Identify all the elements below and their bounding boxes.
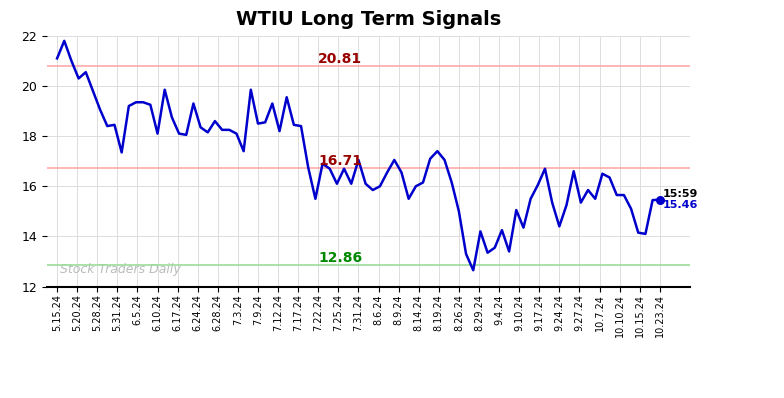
Point	[654, 197, 666, 203]
Text: 15.46: 15.46	[662, 200, 699, 210]
Title: WTIU Long Term Signals: WTIU Long Term Signals	[236, 10, 501, 29]
Text: Stock Traders Daily: Stock Traders Daily	[60, 263, 180, 275]
Text: 20.81: 20.81	[318, 52, 362, 66]
Text: 16.71: 16.71	[318, 154, 362, 168]
Text: 15:59: 15:59	[662, 189, 699, 199]
Text: 12.86: 12.86	[318, 251, 362, 265]
